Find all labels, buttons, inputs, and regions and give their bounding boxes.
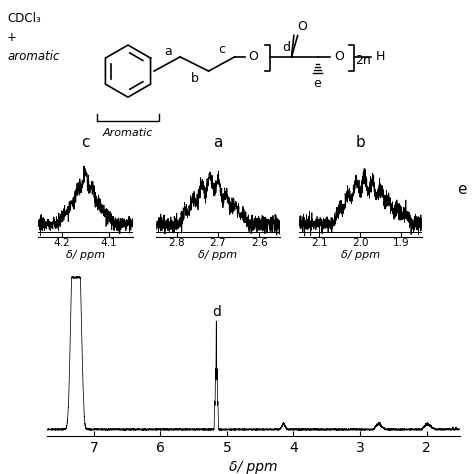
Text: b: b: [356, 135, 365, 150]
Text: +: +: [7, 31, 17, 44]
Text: a: a: [213, 135, 223, 150]
X-axis label: δ/ ppm: δ/ ppm: [66, 250, 105, 260]
Text: c: c: [218, 43, 225, 56]
Text: O: O: [249, 50, 258, 64]
Text: a: a: [164, 45, 172, 57]
Text: e: e: [457, 182, 467, 197]
Text: d: d: [212, 305, 221, 319]
Text: 2n: 2n: [355, 54, 371, 67]
X-axis label: δ/ ppm: δ/ ppm: [229, 461, 278, 474]
X-axis label: δ/ ppm: δ/ ppm: [199, 250, 237, 260]
Text: CDCl₃: CDCl₃: [7, 12, 41, 25]
Text: e: e: [314, 77, 321, 90]
Text: O: O: [334, 50, 344, 64]
Text: b: b: [191, 72, 198, 84]
Text: Aromatic: Aromatic: [103, 128, 153, 138]
Text: O: O: [298, 20, 308, 33]
Text: d: d: [283, 41, 291, 54]
X-axis label: δ/ ppm: δ/ ppm: [341, 250, 380, 260]
Text: aromatic: aromatic: [7, 50, 60, 63]
Text: c: c: [81, 135, 90, 150]
Text: H: H: [375, 50, 385, 64]
